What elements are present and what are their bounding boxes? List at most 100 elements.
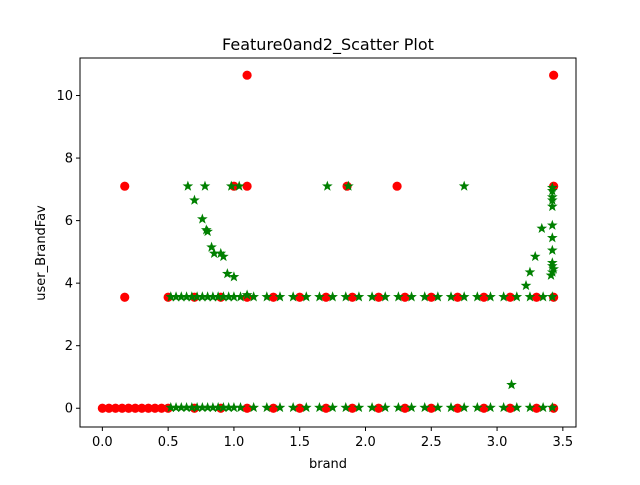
green-star-marker (199, 180, 211, 191)
green-star-marker (379, 291, 391, 302)
red-circle-marker (242, 70, 252, 80)
green-star-marker (223, 402, 234, 413)
red-circle-marker (124, 403, 134, 413)
x-tick-label: 2.5 (421, 435, 442, 450)
green-star-marker (546, 219, 558, 230)
green-star-marker (506, 379, 517, 390)
red-circle-marker (321, 292, 331, 302)
green-star-marker (458, 291, 470, 302)
x-tick-label: 3.5 (552, 435, 573, 450)
green-star-marker (340, 291, 352, 302)
green-star-marker (182, 180, 194, 191)
x-tick-label: 0.0 (92, 435, 113, 450)
green-star-marker (546, 291, 558, 302)
green-star-marker (222, 268, 233, 279)
green-star-marker (327, 402, 338, 413)
x-axis-label: brand (309, 457, 347, 472)
green-star-marker (546, 244, 558, 255)
red-circle-marker (392, 181, 402, 191)
red-circle-marker (110, 403, 121, 413)
green-star-marker (181, 402, 192, 413)
red-circle-marker (295, 292, 305, 302)
y-tick-label: 8 (65, 152, 73, 167)
green-star-marker (524, 266, 536, 277)
green-star-marker (186, 291, 198, 302)
red-circle-marker (268, 403, 279, 413)
red-circle-marker (426, 292, 436, 302)
red-circle-marker (531, 403, 542, 413)
y-tick-label: 6 (65, 214, 73, 229)
red-circle-marker (347, 403, 357, 413)
green-star-marker (223, 291, 234, 302)
green-star-marker (261, 402, 273, 413)
axes: 0.0 0.5 1.0 1.5 2.0 2.5 3.0 3.5 0 2 4 6 8 10 (56, 57, 577, 450)
green-star-marker (202, 225, 213, 237)
red-circle-marker (295, 403, 305, 413)
green-star-marker (419, 291, 431, 302)
red-circle-marker (505, 403, 515, 413)
red-circle-marker (130, 403, 140, 413)
green-star-marker (218, 250, 229, 262)
green-star-marker (498, 402, 509, 413)
y-axis-label: user_BrandFav (34, 205, 49, 301)
green-star-marker (353, 291, 365, 302)
green-star-marker (432, 402, 444, 413)
red-circle-marker (374, 403, 384, 413)
red-circle-marker (150, 403, 160, 413)
green-star-marker (207, 402, 219, 413)
red-circle-marker (321, 403, 331, 413)
green-star-marker (445, 291, 457, 302)
green-star-marker (300, 291, 312, 302)
green-star-marker (546, 402, 558, 413)
green-star-marker (228, 402, 240, 413)
green-star-marker (233, 180, 245, 191)
green-star-marker (472, 402, 483, 413)
green-star-marker (472, 291, 483, 302)
green-star-marker (314, 291, 325, 302)
green-star-marker (546, 185, 558, 196)
red-circle-marker (347, 292, 357, 302)
green-star-marker (327, 291, 338, 302)
green-star-marker (537, 291, 549, 302)
green-star-marker (207, 291, 219, 302)
red-circle-marker (156, 403, 167, 413)
green-star-marker (322, 180, 333, 191)
x-tick-label: 2.0 (355, 435, 376, 450)
y-tick-label: 4 (65, 277, 73, 292)
green-star-marker (228, 291, 240, 302)
red-circle-marker (242, 403, 252, 413)
green-star-marker (537, 402, 549, 413)
green-star-marker (485, 291, 496, 302)
red-circle-marker (452, 292, 463, 302)
green-star-marker (536, 222, 548, 233)
red-circle-marker (549, 70, 559, 80)
green-star-marker (546, 200, 558, 212)
green-star-marker (274, 402, 286, 413)
green-star-marker (225, 180, 237, 191)
green-star-marker (529, 250, 541, 262)
green-star-marker (498, 291, 509, 302)
green-star-marker (546, 182, 558, 193)
x-tick-label: 3.0 (487, 435, 508, 450)
red-circle-marker (117, 403, 127, 413)
green-star-marker (218, 402, 229, 413)
green-star-marker (524, 402, 536, 413)
green-star-marker (170, 402, 182, 413)
green-star-marker (432, 291, 444, 302)
green-star-marker (548, 263, 559, 274)
x-tick-label: 1.5 (289, 435, 310, 450)
green-star-marker (379, 402, 391, 413)
green-star-marker (353, 402, 365, 413)
green-star-marker (175, 291, 187, 302)
red-circle-marker (426, 403, 436, 413)
green-star-marker (228, 271, 240, 282)
green-star-marker (366, 291, 378, 302)
green-star-marker (200, 224, 212, 235)
green-star-marker (170, 291, 182, 302)
green-star-marker (189, 194, 200, 205)
data-markers (97, 70, 559, 413)
red-circle-marker (479, 292, 489, 302)
